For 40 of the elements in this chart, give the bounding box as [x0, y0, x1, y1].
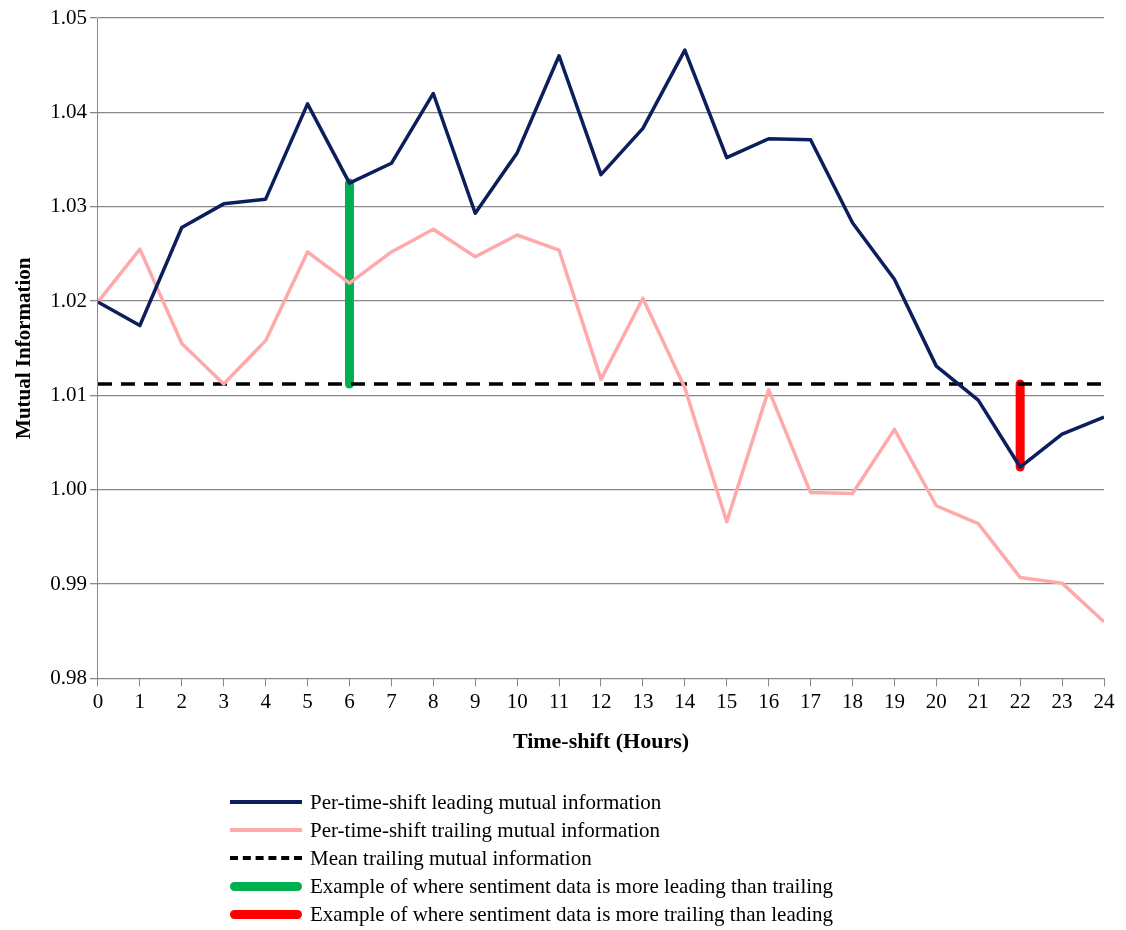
legend-label: Per-time-shift trailing mutual information [310, 817, 661, 843]
y-tick-label: 1.04 [50, 98, 88, 123]
x-tick-label: 24 [1093, 688, 1115, 713]
x-tick-label: 16 [758, 688, 780, 713]
y-tick-label: 1.03 [50, 193, 87, 218]
y-tick-label: 1.05 [50, 4, 87, 29]
legend-label: Mean trailing mutual information [310, 845, 592, 871]
x-tick-label: 0 [92, 688, 104, 713]
y-tick-label: 0.98 [50, 664, 87, 689]
y-tick-label: 1.00 [50, 476, 87, 501]
x-tick-label: 4 [260, 688, 272, 713]
legend-label: Example of where sentiment data is more leading than trailing [310, 873, 834, 899]
x-tick-label: 19 [883, 688, 905, 713]
x-tick-label: 21 [967, 688, 989, 713]
y-axis-title: Mutual Information [11, 257, 36, 439]
x-tick-label: 23 [1051, 688, 1073, 713]
x-tick-label: 6 [344, 688, 355, 713]
x-tick-label: 10 [506, 688, 528, 713]
y-tick-label: 1.01 [50, 381, 87, 406]
x-tick-label: 14 [674, 688, 696, 713]
legend-label: Example of where sentiment data is more trailing than leading [310, 901, 834, 927]
y-tick-label: 1.02 [50, 287, 87, 312]
x-tick-label: 7 [386, 688, 397, 713]
x-tick-label: 20 [925, 688, 947, 713]
x-tick-label: 3 [218, 688, 229, 713]
x-tick-label: 18 [841, 688, 863, 713]
x-tick-label: 13 [632, 688, 654, 713]
x-tick-label: 15 [716, 688, 738, 713]
legend-label: Per-time-shift leading mutual information [310, 789, 662, 815]
x-tick-label: 2 [176, 688, 188, 713]
y-tick-label: 0.99 [50, 570, 87, 595]
x-tick-label: 17 [800, 688, 822, 713]
x-tick-label: 11 [548, 688, 570, 713]
x-axis-title: Time-shift (Hours) [512, 728, 690, 754]
x-tick-label: 22 [1009, 688, 1031, 713]
x-tick-label: 8 [428, 688, 439, 713]
x-tick-label: 5 [302, 688, 313, 713]
x-tick-label: 9 [469, 688, 481, 713]
x-tick-label: 12 [590, 688, 612, 713]
x-tick-label: 1 [134, 688, 146, 713]
